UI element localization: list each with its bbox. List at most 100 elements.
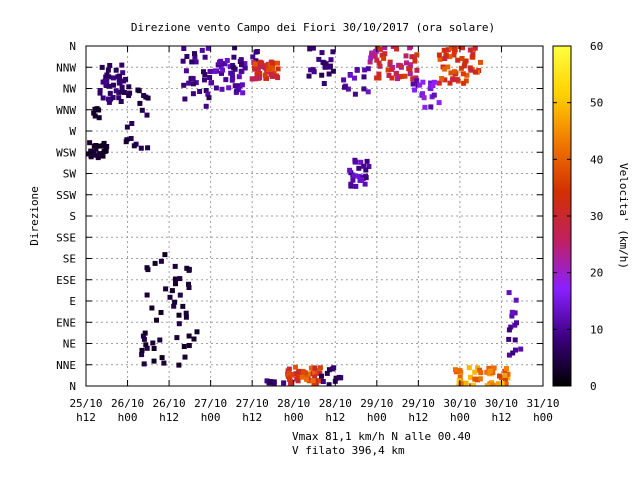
x-tick-label-date: 30/10 [485, 397, 518, 410]
data-point [491, 365, 497, 371]
data-point [293, 371, 299, 377]
data-point [286, 370, 292, 376]
data-point [308, 67, 314, 73]
data-point [202, 54, 208, 60]
data-point [192, 51, 197, 57]
data-point [461, 80, 467, 86]
data-point [141, 361, 147, 367]
data-point [427, 86, 433, 91]
data-point [253, 49, 259, 55]
data-point [459, 56, 465, 61]
data-point [86, 151, 89, 157]
data-point [333, 375, 339, 381]
data-point [414, 52, 420, 58]
chart-title: Direzione vento Campo dei Fiori 30/10/20… [131, 21, 495, 34]
data-point [203, 103, 209, 109]
data-point [184, 265, 190, 271]
data-point [454, 77, 460, 83]
data-points [86, 46, 524, 386]
data-point [356, 165, 362, 171]
y-tick-label: N [69, 380, 76, 393]
data-point [414, 78, 420, 84]
data-point [172, 299, 178, 305]
data-point [240, 90, 246, 96]
data-point [457, 368, 463, 374]
data-point [172, 263, 178, 269]
data-point [462, 61, 468, 67]
data-point [464, 72, 470, 78]
data-point [441, 47, 447, 53]
data-point [407, 62, 413, 68]
data-point [398, 63, 404, 69]
data-point [169, 288, 175, 294]
data-point [437, 56, 443, 62]
data-point [458, 65, 464, 71]
data-point [404, 60, 409, 66]
data-point [137, 100, 143, 106]
data-point [128, 136, 134, 141]
data-point [236, 74, 242, 80]
grid-lines [86, 46, 543, 386]
data-point [143, 342, 149, 348]
data-point [127, 90, 133, 96]
data-point [320, 59, 326, 65]
data-point [207, 75, 213, 80]
data-point [468, 374, 473, 380]
x-tick-label-hour: h12 [242, 411, 262, 424]
data-point [342, 84, 347, 90]
data-point [96, 143, 102, 149]
data-point [450, 77, 456, 83]
data-point [463, 78, 469, 84]
data-point [232, 83, 238, 89]
colorbar-tick-label: 10 [590, 323, 603, 336]
data-point [506, 352, 512, 358]
data-point [118, 99, 124, 104]
data-point [506, 290, 512, 296]
data-point [117, 80, 123, 86]
data-point [460, 71, 466, 77]
data-point [182, 96, 188, 102]
data-point [468, 67, 474, 73]
data-point [352, 91, 358, 97]
data-point [428, 80, 434, 86]
data-point [129, 121, 135, 126]
data-point [499, 381, 505, 386]
data-point [186, 281, 191, 287]
data-point [202, 77, 207, 83]
data-point [119, 84, 125, 90]
data-point [442, 77, 448, 83]
data-point [270, 60, 276, 66]
data-point [364, 158, 370, 164]
data-point [326, 367, 332, 373]
data-point [173, 281, 178, 287]
data-point [497, 373, 502, 379]
data-point [158, 258, 164, 264]
data-point [113, 67, 119, 73]
data-point [430, 83, 436, 89]
data-point [183, 314, 189, 320]
data-point [326, 64, 332, 70]
data-point [181, 344, 187, 349]
y-tick-label: S [69, 210, 76, 223]
data-point [139, 352, 145, 358]
data-point [486, 365, 492, 371]
data-point [286, 376, 292, 382]
data-point [92, 113, 98, 119]
data-point [103, 148, 109, 154]
data-point [104, 78, 110, 84]
data-point [262, 65, 268, 71]
data-point [310, 378, 316, 384]
x-tick-label-date: 29/10 [360, 397, 393, 410]
colorbar-label: Velocita' (km/h) [617, 163, 630, 269]
data-point [365, 66, 371, 72]
data-point [366, 164, 372, 169]
data-point [152, 260, 158, 266]
data-point [172, 276, 178, 282]
data-point [255, 64, 261, 70]
data-point [456, 378, 462, 384]
data-point [473, 69, 478, 75]
data-point [374, 75, 380, 81]
data-point [395, 76, 400, 82]
data-point [294, 376, 300, 382]
data-point [310, 46, 316, 51]
